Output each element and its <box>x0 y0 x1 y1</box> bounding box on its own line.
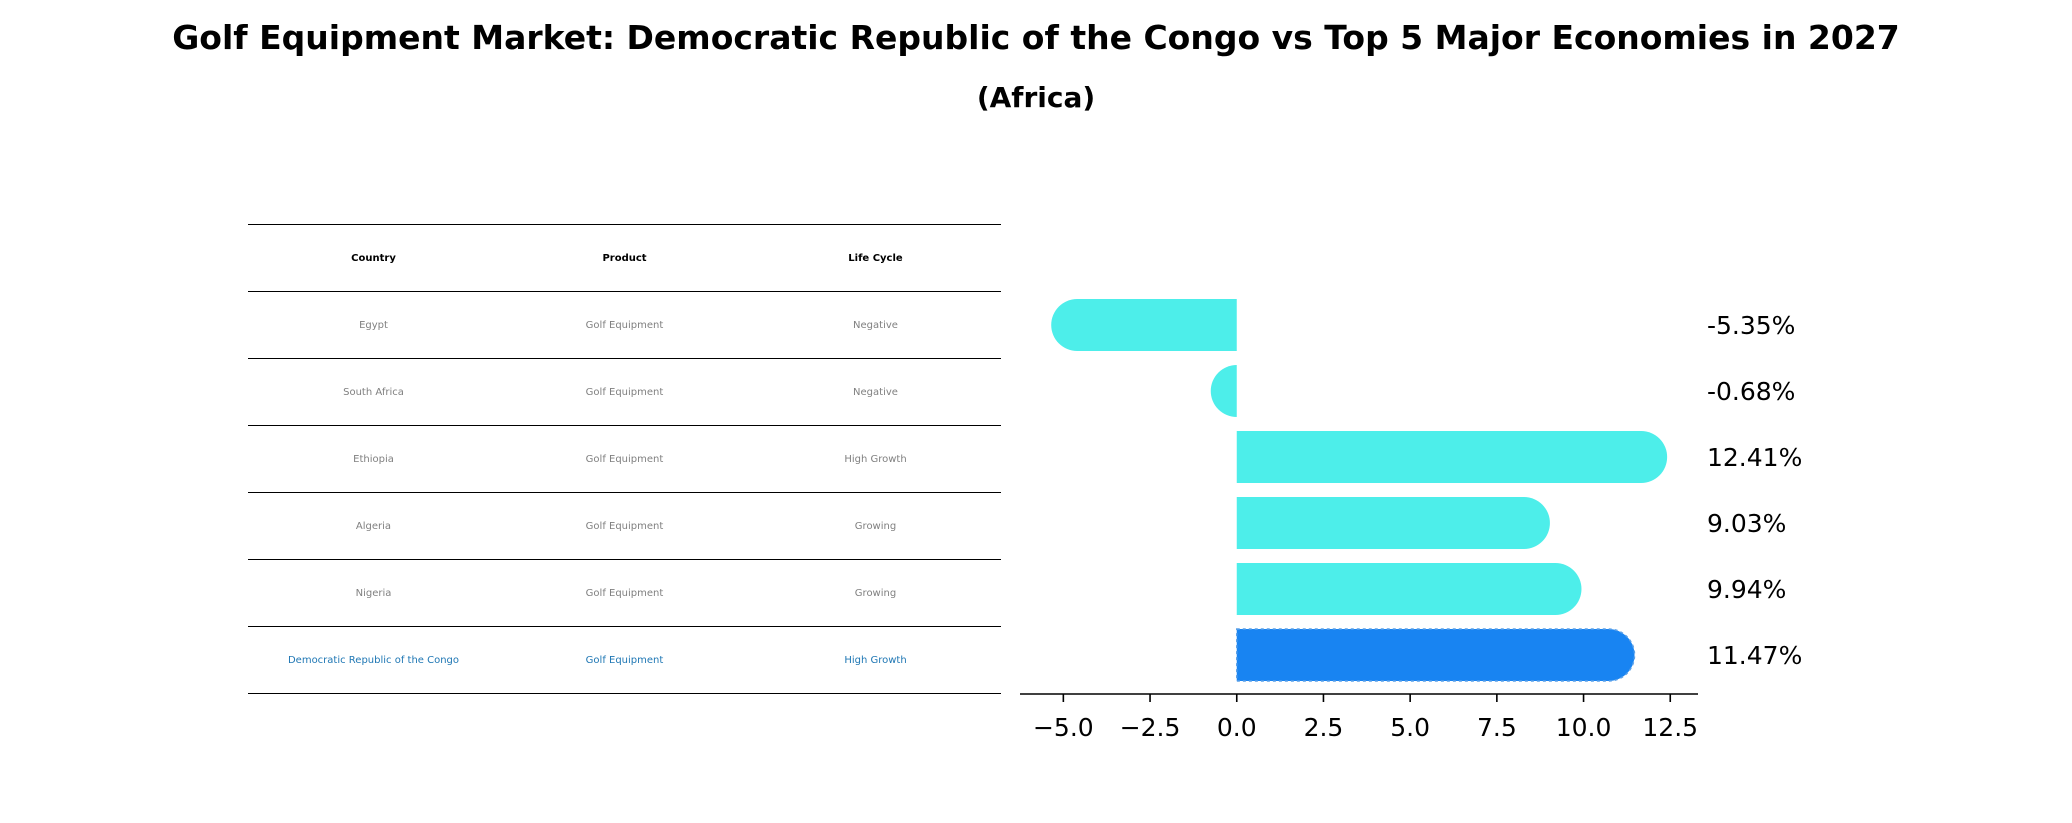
bar <box>1236 431 1668 483</box>
table-row: Egypt Golf Equipment Negative <box>248 291 1001 358</box>
table-row-highlighted: Democratic Republic of the Congo Golf Eq… <box>248 626 1001 694</box>
country-cell: Egypt <box>359 319 388 331</box>
life-cycle-cell: Negative <box>853 319 898 331</box>
country-cell: Nigeria <box>355 587 392 599</box>
chart-subtitle: (Africa) <box>976 81 1096 114</box>
product-cell: Golf Equipment <box>585 386 664 398</box>
product-cell: Golf Equipment <box>585 587 664 599</box>
bar <box>1051 299 1237 351</box>
bar <box>1210 365 1237 417</box>
life-cycle-cell: High Growth <box>844 654 907 666</box>
value-label: 9.94% <box>1707 575 1786 604</box>
table-row: South Africa Golf Equipment Negative <box>248 358 1001 425</box>
product-cell: Golf Equipment <box>585 453 664 465</box>
market-table: Country Product Life Cycle Egypt Golf Eq… <box>248 224 1001 694</box>
product-cell: Golf Equipment <box>585 654 664 666</box>
x-tick-label: 10.0 <box>1556 713 1612 742</box>
product-cell: Golf Equipment <box>585 319 664 331</box>
x-tick-label: 12.5 <box>1642 713 1698 742</box>
country-cell: South Africa <box>343 386 404 398</box>
x-tick-label: 2.5 <box>1304 713 1344 742</box>
table-row: Nigeria Golf Equipment Growing <box>248 559 1001 626</box>
chart-title: Golf Equipment Market: Democratic Republ… <box>172 18 1900 57</box>
value-label: 11.47% <box>1707 641 1802 670</box>
bar <box>1236 497 1550 549</box>
country-cell: Ethiopia <box>353 453 394 465</box>
header-country: Country <box>351 252 396 264</box>
x-tick-label: 5.0 <box>1390 713 1430 742</box>
life-cycle-cell: Growing <box>854 520 897 532</box>
bar <box>1236 563 1582 615</box>
life-cycle-cell: Growing <box>854 587 897 599</box>
header-product: Product <box>602 252 647 264</box>
table-row: Ethiopia Golf Equipment High Growth <box>248 425 1001 492</box>
country-cell: Algeria <box>355 520 392 532</box>
x-tick-label: 0.0 <box>1217 713 1257 742</box>
value-label: 9.03% <box>1707 509 1786 538</box>
product-cell: Golf Equipment <box>585 520 664 532</box>
value-label: -0.68% <box>1707 377 1795 406</box>
table-header-row: Country Product Life Cycle <box>248 224 1001 291</box>
life-cycle-cell: High Growth <box>844 453 907 465</box>
country-cell: Democratic Republic of the Congo <box>287 654 460 666</box>
value-label: 12.41% <box>1707 443 1802 472</box>
header-life-cycle: Life Cycle <box>848 252 903 264</box>
x-tick-label: 7.5 <box>1477 713 1517 742</box>
x-tick-label: −2.5 <box>1120 713 1181 742</box>
life-cycle-cell: Negative <box>853 386 898 398</box>
bar-highlighted <box>1236 628 1636 682</box>
x-tick-label: −5.0 <box>1033 713 1094 742</box>
table-row: Algeria Golf Equipment Growing <box>248 492 1001 559</box>
value-label: -5.35% <box>1707 311 1795 340</box>
